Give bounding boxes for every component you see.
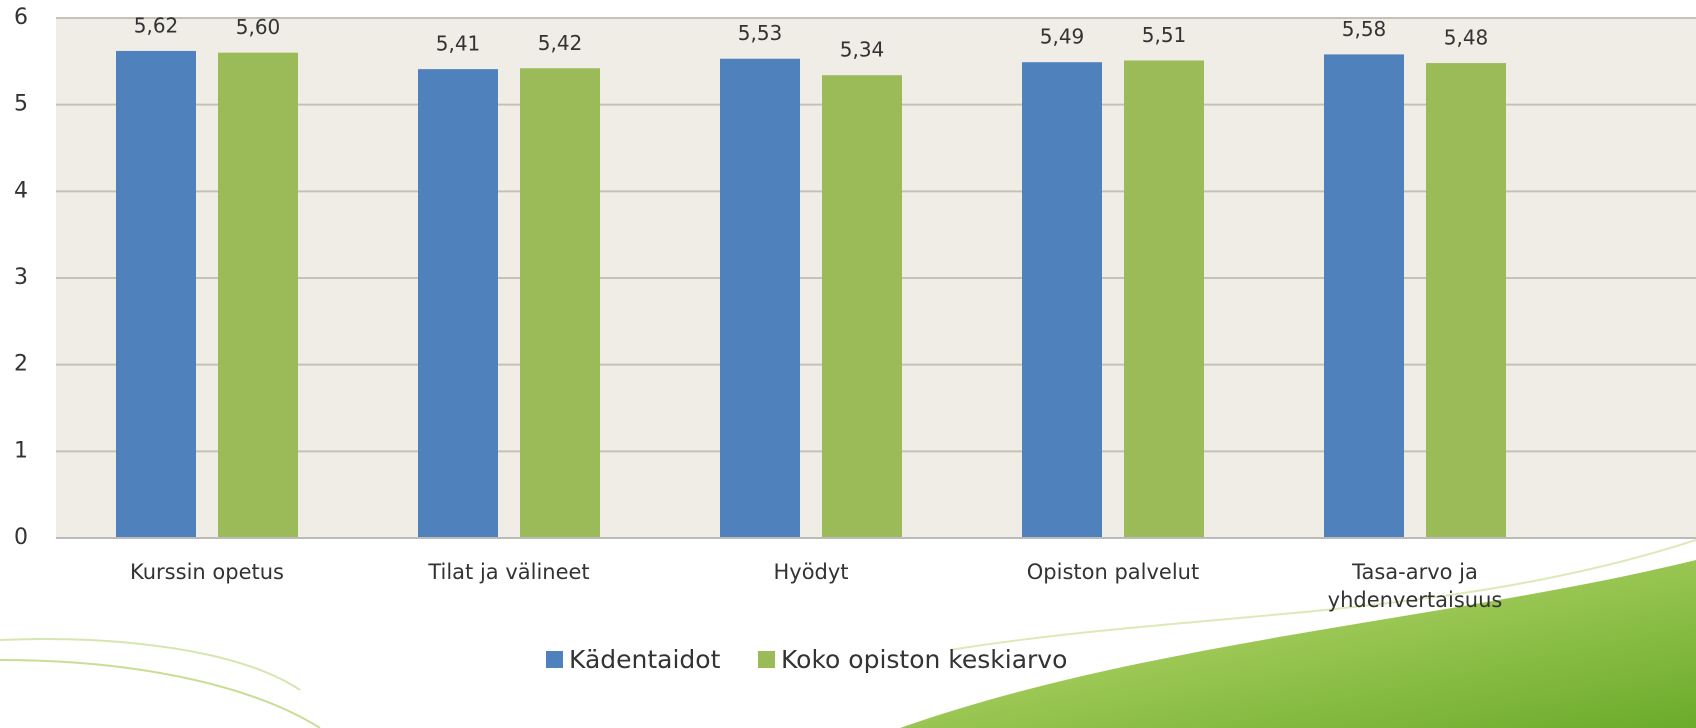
data-label: 5,41 [436,32,481,56]
data-label: 5,62 [134,13,179,37]
x-tick-label: Tilat ja välineet [399,558,619,586]
bar [116,51,196,538]
x-tick-label: Kurssin opetus [97,558,317,586]
decoration [0,639,300,690]
data-label: 5,58 [1342,17,1387,41]
data-label: 5,34 [840,38,885,62]
bar [218,53,298,538]
data-label: 5,60 [236,15,281,39]
data-label: 5,51 [1142,23,1187,47]
bar [1022,62,1102,538]
x-tick-label: Hyödyt [701,558,921,586]
legend-swatch [758,651,775,668]
page: 0 1 2 3 4 5 6 5,62 5,60 5,41 5,42 5,53 5,34 5,49 5,51 5… [0,0,1696,728]
bar [1324,54,1404,538]
y-tick-label: 1 [14,438,28,463]
bar [1426,63,1506,538]
decoration [0,660,320,728]
legend-swatch [546,651,563,668]
bar [1124,60,1204,538]
legend-label: Kädentaidot [569,645,721,674]
y-tick-label: 3 [14,265,28,290]
bar [720,59,800,538]
data-label: 5,49 [1040,25,1085,49]
y-tick-label: 5 [14,92,28,117]
bar [822,75,902,538]
legend-label: Koko opiston keskiarvo [781,645,1067,674]
bar [520,68,600,538]
data-label: 5,42 [538,31,583,55]
data-label: 5,53 [738,21,783,45]
chart: 0 1 2 3 4 5 6 5,62 5,60 5,41 5,42 5,53 5,34 5,49 5,51 5… [0,0,1696,728]
y-tick-label: 2 [14,352,28,377]
y-tick-label: 4 [14,178,28,203]
x-tick-label: Tasa-arvo ja yhdenvertaisuus [1305,558,1525,614]
y-tick-label: 6 [14,5,28,30]
x-tick-label: Opiston palvelut [1003,558,1223,586]
y-tick-label: 0 [14,525,28,550]
data-label: 5,48 [1444,26,1489,50]
bar [418,69,498,538]
